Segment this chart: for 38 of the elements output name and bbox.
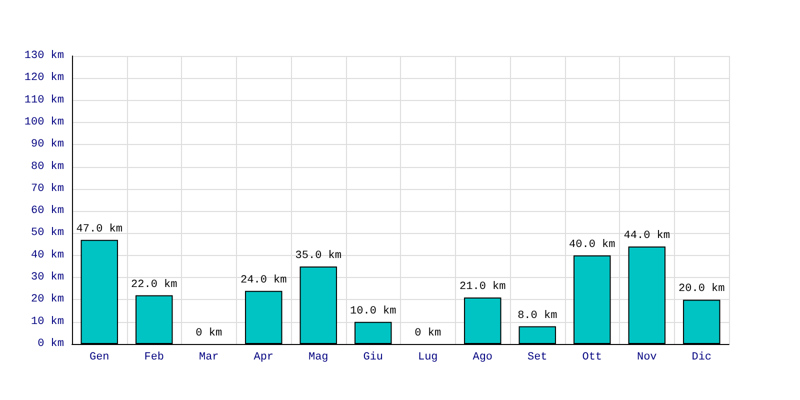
x-tick-label: Ago <box>472 352 493 364</box>
y-tick-label: 40 km <box>30 249 64 262</box>
data-label: 0 km <box>414 328 442 340</box>
x-tick-label: Ott <box>582 352 602 364</box>
data-label: 44.0 km <box>624 230 670 242</box>
x-tick-label: Lug <box>418 352 438 364</box>
y-tick-label: 90 km <box>30 138 64 151</box>
data-label: 20.0 km <box>678 283 726 296</box>
y-tick-label: 110 km <box>24 94 64 106</box>
x-tick-label: Set <box>527 352 548 364</box>
y-tick-label: 70 km <box>30 182 64 195</box>
data-label: 35.0 km <box>295 250 342 262</box>
y-tick-label: 50 km <box>30 227 64 240</box>
y-tick-label: 60 km <box>30 205 64 218</box>
y-tick-label: 10 km <box>30 316 64 328</box>
y-tick-label: 100 km <box>24 116 64 128</box>
data-label: 0 km <box>196 328 222 340</box>
y-tick-label: 80 km <box>30 160 64 173</box>
x-tick-label: Mar <box>198 352 219 364</box>
x-tick-label: Feb <box>144 352 164 364</box>
data-label: 24.0 km <box>240 274 288 286</box>
y-tick-label: 20 km <box>30 294 64 306</box>
x-tick-label: Dic <box>692 352 712 364</box>
data-label: 22.0 km <box>131 278 178 291</box>
x-tick-label: Gen <box>89 352 110 364</box>
x-tick-label: Nov <box>636 352 658 364</box>
x-tick-label: Apr <box>254 352 274 364</box>
y-tick-label: 130 km <box>24 50 64 62</box>
data-label: 40.0 km <box>569 238 616 251</box>
x-tick-label: Giu <box>363 352 384 364</box>
x-tick-label: Mag <box>308 352 328 364</box>
data-label: 21.0 km <box>460 280 506 293</box>
data-label: 10.0 km <box>350 305 397 318</box>
data-label: 47.0 km <box>76 223 123 236</box>
y-tick-label: 30 km <box>30 272 64 284</box>
y-tick-label: 0 km <box>38 338 64 350</box>
y-tick-label: 120 km <box>24 72 64 84</box>
data-label: 8.0 km <box>518 310 558 322</box>
